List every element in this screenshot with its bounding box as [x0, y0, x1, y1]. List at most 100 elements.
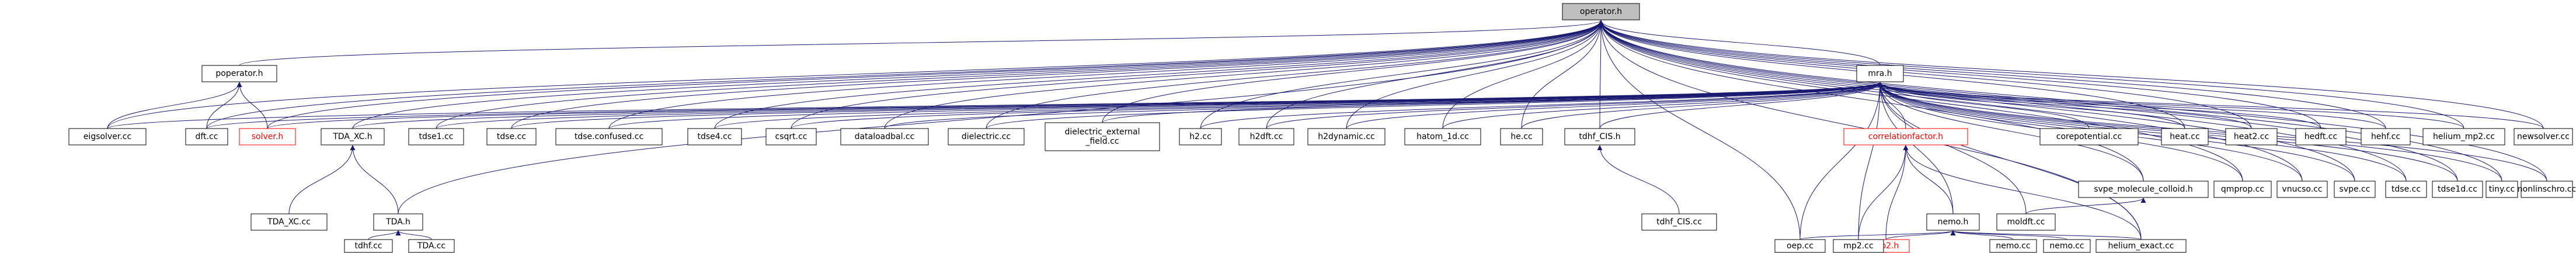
- node-solver[interactable]: solver.h: [239, 128, 296, 145]
- edge-heat-to-mra: [1877, 82, 2185, 129]
- node-label-nemocc1: nemo.cc: [1996, 241, 2030, 251]
- node-tdseconf[interactable]: tdse.confused.cc: [555, 128, 663, 145]
- node-he[interactable]: he.cc: [1500, 128, 1543, 145]
- node-box-tdse1d: [2432, 181, 2483, 198]
- node-label-nonlin: nonlinschro.cc: [2518, 185, 2576, 194]
- node-hemp2[interactable]: helium_mp2.cc: [2422, 128, 2505, 145]
- node-box-hemp2: [2422, 128, 2505, 145]
- edge-hedft-to-operator: [1598, 20, 2321, 129]
- node-tdhfcis[interactable]: tdhf_CIS.cc: [1641, 213, 1717, 231]
- node-label-solver: solver.h: [252, 132, 283, 141]
- edge-csqrt-to-mra: [791, 82, 1883, 129]
- node-tdhfcc[interactable]: tdhf.cc: [344, 239, 393, 253]
- node-tdse[interactable]: tdse.cc: [486, 128, 537, 145]
- edge-hatom-to-operator: [1442, 20, 1604, 129]
- node-box-oep: [1774, 239, 1826, 253]
- node-nemocc1[interactable]: nemo.cc: [1989, 239, 2037, 253]
- node-nemoh[interactable]: nemo.h: [1926, 213, 1980, 231]
- edge-tdhfh-to-mra: [1599, 82, 1883, 129]
- node-label-hemp2: helium_mp2.cc: [2433, 132, 2495, 141]
- node-oep[interactable]: oep.cc: [1774, 239, 1826, 253]
- node-dielext[interactable]: dielectric_external _field.cc: [1045, 122, 1160, 151]
- node-tdse4[interactable]: tdse4.cc: [687, 128, 742, 145]
- node-h2dft[interactable]: h2dft.cc: [1238, 128, 1294, 145]
- node-tdse1d[interactable]: tdse1d.cc: [2432, 181, 2483, 198]
- edge-tdse-to-mra: [511, 82, 1883, 129]
- node-tiny[interactable]: tiny.cc: [2486, 181, 2518, 198]
- node-tdse1[interactable]: tdse1.cc: [408, 128, 464, 145]
- node-tdacc[interactable]: TDA.cc: [408, 239, 455, 253]
- node-label-hedft: hedft.cc: [2305, 132, 2337, 141]
- node-label-pop: poperator.h: [215, 69, 263, 78]
- node-tdaxccc[interactable]: TDA_XC.cc: [250, 213, 328, 231]
- node-label-qmprop: qmprop.cc: [2221, 185, 2264, 194]
- node-pop[interactable]: poperator.h: [201, 65, 277, 82]
- node-moldft[interactable]: moldft.cc: [1996, 213, 2056, 231]
- edge-tdaxccc-to-tdaxch: [288, 145, 356, 214]
- node-csqrt[interactable]: csqrt.cc: [765, 128, 817, 145]
- edge-oep-to-nemoh: [1799, 230, 1956, 240]
- node-label-heexact: helium_exact.cc: [2108, 241, 2174, 251]
- node-tdah[interactable]: TDA.h: [373, 213, 423, 231]
- node-label-operator: operator.h: [1580, 7, 1622, 16]
- edge-vnucso-to-operator: [1598, 20, 2303, 182]
- edge-newsolver-to-operator: [1598, 20, 2544, 129]
- node-dataload[interactable]: dataloadbal.cc: [840, 128, 929, 145]
- node-label-oep: oep.cc: [1787, 241, 1813, 251]
- node-label-dielec: dielectric.cc: [962, 132, 1011, 141]
- edge-svpe-to-operator: [1598, 20, 2355, 182]
- node-svpe[interactable]: svpe.cc: [2334, 181, 2376, 198]
- node-heat[interactable]: heat.cc: [2161, 128, 2209, 145]
- node-label-hehf: hehf.cc: [2371, 132, 2400, 141]
- node-mra[interactable]: mra.h: [1856, 65, 1904, 82]
- node-hatom[interactable]: hatom_1d.cc: [1404, 128, 1481, 145]
- edge-solver-to-mra: [267, 82, 1882, 129]
- node-eig[interactable]: eigsolver.cc: [68, 128, 147, 145]
- node-hedft[interactable]: hedft.cc: [2295, 128, 2347, 145]
- node-label-tdaxccc: TDA_XC.cc: [267, 217, 311, 227]
- node-label-tdse4: tdse4.cc: [697, 132, 732, 141]
- node-label-tdhfcc: tdhf.cc: [354, 241, 382, 251]
- node-box-tdhfh: [1564, 128, 1635, 145]
- node-nonlin[interactable]: nonlinschro.cc: [2518, 181, 2576, 198]
- edge-svpe_col-to-mra: [1877, 82, 2144, 182]
- edge-heat2-to-operator: [1598, 20, 2252, 129]
- edge-dft-to-pop: [206, 82, 242, 129]
- edge-h2dyn-to-mra: [1346, 82, 1883, 129]
- node-vnucso[interactable]: vnucso.cc: [2276, 181, 2328, 198]
- node-qmprop[interactable]: qmprop.cc: [2213, 181, 2272, 198]
- node-corr[interactable]: correlationfactor.h: [1843, 128, 1968, 145]
- node-heexact[interactable]: helium_exact.cc: [2095, 239, 2187, 253]
- node-mp2cc[interactable]: mp2.cc: [1833, 239, 1884, 253]
- edge-dielec-to-mra: [986, 82, 1883, 129]
- node-operator[interactable]: operator.h: [1562, 3, 1640, 20]
- node-label-mra: mra.h: [1868, 69, 1892, 78]
- node-box-solver: [239, 128, 296, 145]
- node-h2[interactable]: h2.cc: [1179, 128, 1222, 145]
- node-svpe_col[interactable]: svpe_molecule_colloid.h: [2078, 181, 2209, 198]
- node-label-h2dft: h2dft.cc: [1250, 132, 1283, 141]
- edge-he-to-mra: [1521, 82, 1883, 129]
- node-label-tdhfh: tdhf_CIS.h: [1579, 132, 1620, 141]
- node-hehf[interactable]: hehf.cc: [2361, 128, 2411, 145]
- node-box-h2dft: [1238, 128, 1294, 145]
- edge-svpe_col-to-operator: [1598, 20, 2144, 182]
- node-nemocc2[interactable]: nemo.cc: [2043, 239, 2091, 253]
- edge-qmprop-to-operator: [1598, 20, 2243, 182]
- node-box-vnucso: [2276, 181, 2328, 198]
- node-label-heat2: heat2.cc: [2234, 132, 2269, 141]
- edge-tdah-to-operator: [398, 20, 1604, 214]
- node-label-vnucso: vnucso.cc: [2282, 185, 2322, 194]
- node-dielec[interactable]: dielectric.cc: [948, 128, 1025, 145]
- node-newsolver[interactable]: newsolver.cc: [2514, 128, 2573, 145]
- node-h2dyn[interactable]: h2dynamic.cc: [1307, 128, 1386, 145]
- node-tdhfh[interactable]: tdhf_CIS.h: [1564, 128, 1635, 145]
- node-heat2[interactable]: heat2.cc: [2225, 128, 2278, 145]
- node-dft[interactable]: dft.cc: [185, 128, 228, 145]
- edge-newsolver-to-mra: [1877, 82, 2544, 129]
- node-corepot[interactable]: corepotential.cc: [2039, 128, 2139, 145]
- node-tdsecc[interactable]: tdse.cc: [2385, 181, 2427, 198]
- node-label-tdaxch: TDA_XC.h: [332, 132, 372, 141]
- node-tdaxch[interactable]: TDA_XC.h: [321, 128, 385, 145]
